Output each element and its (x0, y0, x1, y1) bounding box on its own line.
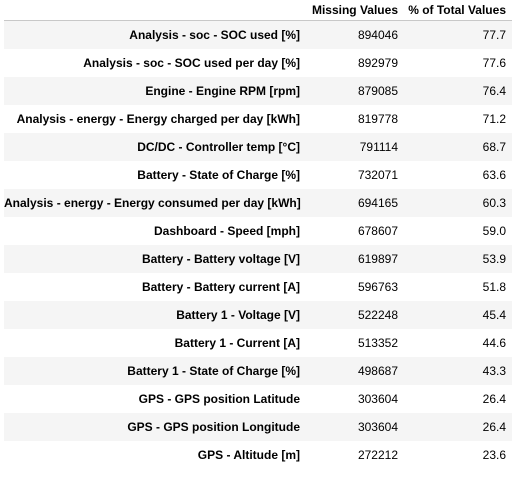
table-body: Analysis - soc - SOC used [%] 894046 77.7 A… (4, 20, 512, 469)
missing-values-table: Missing Values % of Total Values Analysi… (4, 0, 512, 469)
pct-total-cell: 71.2 (482, 111, 506, 126)
missing-values-cell: 303604 (357, 391, 398, 406)
pct-total-cell: 51.8 (482, 279, 506, 294)
row-label: Analysis - energy - Energy consumed per … (4, 195, 301, 210)
row-label: Battery - State of Charge [%] (137, 167, 300, 182)
table-row: Engine - Engine RPM [rpm] 879085 76.4 (4, 76, 512, 105)
missing-values-cell: 894046 (357, 27, 398, 42)
missing-values-cell: 732071 (357, 167, 398, 182)
table-row: Analysis - energy - Energy consumed per … (4, 188, 512, 217)
pct-total-cell: 53.9 (482, 251, 506, 266)
missing-values-cell: 272212 (357, 447, 398, 462)
pct-total-cell: 26.4 (482, 419, 506, 434)
pct-total-cell: 26.4 (482, 391, 506, 406)
table-row: Analysis - soc - SOC used [%] 894046 77.7 (4, 20, 512, 49)
missing-values-cell: 619897 (357, 251, 398, 266)
row-label: Battery - Battery current [A] (141, 279, 300, 294)
table-header: Missing Values % of Total Values (4, 0, 512, 21)
header-row: Missing Values % of Total Values (4, 0, 512, 21)
missing-values-cell: 819778 (357, 111, 398, 126)
pct-total-cell: 77.6 (482, 55, 506, 70)
table-row: GPS - GPS position Longitude 303604 26.4 (4, 412, 512, 441)
table-row: Analysis - energy - Energy charged per d… (4, 104, 512, 133)
row-label: Battery - Battery voltage [V] (141, 251, 300, 266)
table-row: Battery - Battery voltage [V] 619897 53.9 (4, 244, 512, 273)
pct-total-cell: 63.6 (482, 167, 506, 182)
table-row: Battery 1 - State of Charge [%] 498687 43.… (4, 356, 512, 385)
missing-values-cell: 791114 (359, 139, 398, 154)
pct-total-header: % of Total Values (404, 0, 512, 21)
table-row: Battery - Battery current [A] 596763 51.8 (4, 272, 512, 301)
pct-total-cell: 23.6 (482, 447, 506, 462)
row-label: GPS - GPS position Longitude (127, 419, 300, 434)
pct-total-cell: 60.3 (482, 195, 506, 210)
row-label: Analysis - soc - SOC used [%] (129, 27, 300, 42)
table-row: GPS - Altitude [m] 272212 23.6 (4, 440, 512, 469)
missing-values-cell: 513352 (357, 335, 398, 350)
pct-total-cell: 43.3 (482, 363, 506, 378)
pct-total-cell: 77.7 (482, 27, 506, 42)
missing-values-cell: 879085 (357, 83, 398, 98)
missing-values-cell: 498687 (357, 363, 398, 378)
table-row: Battery 1 - Current [A] 513352 44.6 (4, 328, 512, 357)
row-label: Engine - Engine RPM [rpm] (145, 83, 300, 98)
missing-values-cell: 522248 (357, 307, 398, 322)
pct-total-cell: 59.0 (482, 223, 506, 238)
row-label: Battery 1 - State of Charge [%] (127, 363, 300, 378)
table-row: Dashboard - Speed [mph] 678607 59.0 (4, 216, 512, 245)
row-label: Analysis - energy - Energy charged per d… (16, 111, 300, 126)
pct-total-cell: 76.4 (482, 83, 506, 98)
missing-values-cell: 694165 (357, 195, 398, 210)
index-header (4, 0, 308, 21)
table-row: DC/DC - Controller temp [°C] 791114 68.7 (4, 132, 512, 161)
row-label: DC/DC - Controller temp [°C] (137, 139, 300, 154)
pct-total-cell: 68.7 (482, 139, 506, 154)
missing-values-cell: 892979 (357, 55, 398, 70)
pct-total-cell: 45.4 (482, 307, 506, 322)
row-label: Battery 1 - Current [A] (174, 335, 300, 350)
missing-values-cell: 596763 (357, 279, 398, 294)
row-label: Battery 1 - Voltage [V] (176, 307, 300, 322)
table-row: Battery - State of Charge [%] 732071 63.6 (4, 160, 512, 189)
table-row: Battery 1 - Voltage [V] 522248 45.4 (4, 300, 512, 329)
row-label: Analysis - soc - SOC used per day [%] (83, 55, 300, 70)
table-row: GPS - GPS position Latitude 303604 26.4 (4, 384, 512, 413)
missing-values-header: Missing Values (308, 0, 404, 21)
missing-values-cell: 303604 (357, 419, 398, 434)
row-label: Dashboard - Speed [mph] (153, 223, 300, 238)
table-row: Analysis - soc - SOC used per day [%] 892… (4, 48, 512, 77)
row-label: GPS - Altitude [m] (197, 447, 300, 462)
missing-values-cell: 678607 (357, 223, 398, 238)
row-label: GPS - GPS position Latitude (138, 391, 300, 406)
pct-total-cell: 44.6 (482, 335, 506, 350)
